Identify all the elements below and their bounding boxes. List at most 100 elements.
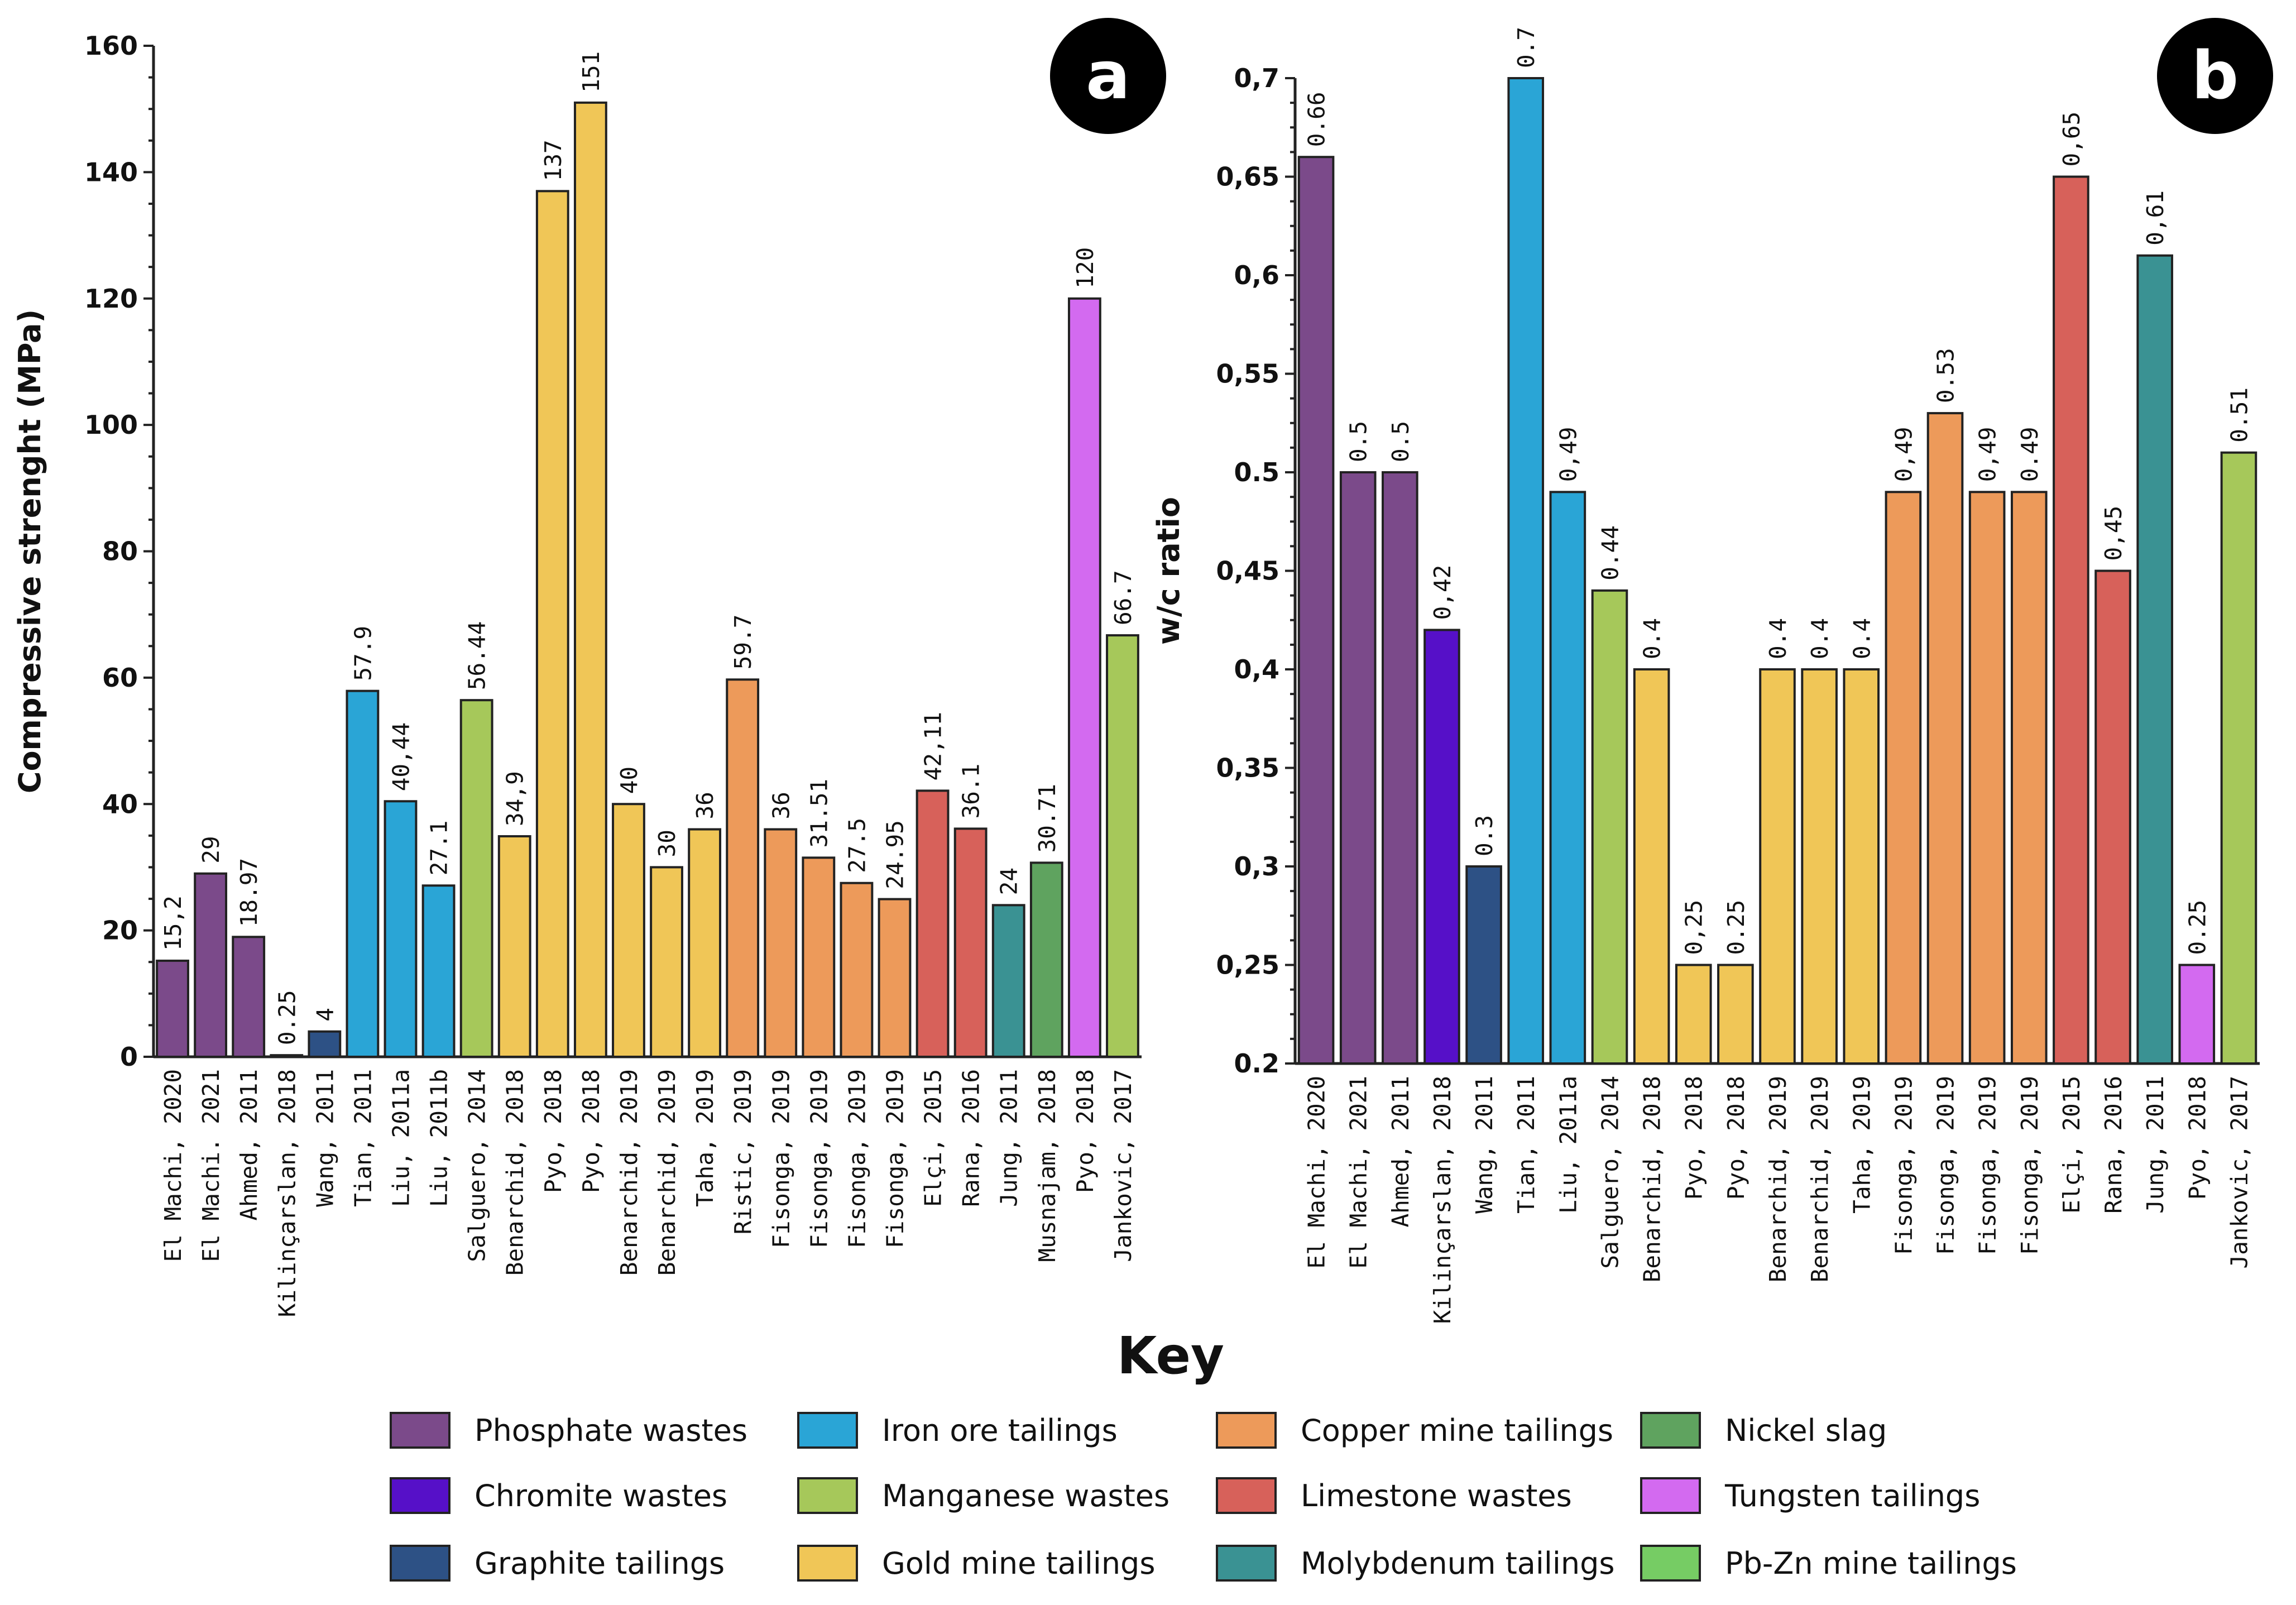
- legend-swatch: [1640, 1477, 1701, 1514]
- x-category-label: Fisonga, 2019: [1890, 1076, 1917, 1255]
- x-category-label: Salguero, 2014: [464, 1069, 491, 1262]
- bar-value-label: 0.51: [2226, 387, 2252, 443]
- bar: [1591, 589, 1628, 1065]
- bar: [308, 1030, 342, 1058]
- x-category-label: Benarchid, 2018: [502, 1069, 529, 1276]
- bar: [1885, 491, 1922, 1065]
- bar-value-label: 40,44: [388, 722, 415, 791]
- legend-swatch: [797, 1477, 858, 1514]
- x-category-label: Rana, 2016: [2100, 1076, 2127, 1214]
- bar: [1382, 471, 1418, 1065]
- bar: [1423, 629, 1460, 1065]
- bar-value-label: 0.25: [1723, 900, 1749, 955]
- y-tick-label: 60: [102, 663, 138, 693]
- bar: [1717, 964, 1754, 1065]
- bar-value-label: 0.44: [1597, 525, 1623, 581]
- bar-value-label: 34,9: [502, 771, 529, 826]
- bar: [688, 828, 722, 1058]
- panel-a-badge-letter: a: [1086, 37, 1130, 114]
- bar-value-label: 0,49: [1555, 427, 1581, 482]
- x-category-label: Fisonga, 2019: [2016, 1076, 2043, 1255]
- x-category-label: Elçi, 2015: [920, 1069, 947, 1207]
- y-tick-label: 0.5: [1234, 457, 1280, 487]
- x-category-label: Taha, 2019: [692, 1069, 718, 1207]
- bar: [270, 1054, 304, 1058]
- bar-value-label: 36: [768, 792, 794, 819]
- bar-value-label: 137: [540, 140, 567, 181]
- x-category-label: Pyo, 2018: [1072, 1069, 1099, 1193]
- bar-value-label: 0,65: [2058, 112, 2085, 167]
- bar: [650, 866, 683, 1058]
- bar-value-label: 27.5: [843, 818, 870, 873]
- x-category-label: Fisonga, 2019: [1933, 1076, 1959, 1255]
- bar-value-label: 15,2: [160, 895, 186, 951]
- y-tick-label: 0,35: [1216, 753, 1280, 783]
- y-tick-label: 120: [84, 284, 138, 314]
- legend-swatch: [797, 1412, 858, 1449]
- x-category-label: Elçi, 2015: [2058, 1076, 2085, 1214]
- x-category-label: Kilinçarslan, 2018: [274, 1069, 300, 1317]
- bar: [878, 898, 912, 1058]
- legend-item-copper: Copper mine tailings: [1216, 1412, 1613, 1449]
- x-category-label: Liu, 2011a: [388, 1069, 415, 1207]
- y-tick-label: 100: [84, 410, 138, 440]
- bar: [2053, 175, 2089, 1065]
- bar: [764, 828, 798, 1058]
- y-tick-label: 140: [84, 157, 138, 187]
- bar-value-label: 0,49: [1890, 427, 1917, 482]
- panel-b-badge-letter: b: [2192, 37, 2239, 114]
- bar-value-label: 0.4: [1765, 618, 1791, 659]
- legend-swatch: [390, 1477, 450, 1514]
- legend-item-molybdenum: Molybdenum tailings: [1216, 1545, 1615, 1582]
- x-category-label: Benarchid, 2019: [616, 1069, 643, 1276]
- x-category-label: El Machi, 2021: [1345, 1076, 1372, 1269]
- x-category-label: Salguero, 2014: [1597, 1076, 1623, 1269]
- y-tick-label: 0.2: [1234, 1048, 1280, 1079]
- bar-value-label: 0.53: [1933, 348, 1959, 403]
- x-category-label: Pyo, 2018: [578, 1069, 605, 1193]
- y-tick-label: 0,3: [1234, 851, 1280, 881]
- x-category-label: El Machi. 2021: [198, 1069, 224, 1262]
- x-category-label: Musnajam, 2018: [1034, 1069, 1061, 1262]
- bar-value-label: 36.1: [958, 764, 985, 819]
- bar: [2178, 964, 2216, 1065]
- bar-value-label: 0.4: [1806, 618, 1833, 659]
- x-category-label: Ahmed, 2011: [236, 1069, 262, 1221]
- bar-value-label: 30: [654, 830, 680, 857]
- x-category-label: Liu, 2011b: [426, 1069, 453, 1207]
- legend-label: Chromite wastes: [474, 1478, 727, 1513]
- y-tick-label: 80: [102, 536, 138, 567]
- bar: [232, 936, 266, 1058]
- x-category-label: Jankovic, 2017: [1110, 1069, 1137, 1262]
- y-axis-title: w/c ratio: [1151, 497, 1186, 645]
- legend-swatch: [797, 1545, 858, 1582]
- panel-b-badge: b: [2157, 18, 2273, 134]
- bar-value-label: 59.7: [730, 615, 756, 670]
- legend-swatch: [1216, 1477, 1277, 1514]
- bar-value-label: 31.51: [806, 779, 832, 847]
- bar-value-label: 0,49: [1974, 427, 2001, 482]
- x-category-label: Taha, 2019: [1848, 1076, 1875, 1214]
- bar: [1029, 861, 1063, 1058]
- bar-value-label: 0,45: [2100, 506, 2127, 561]
- legend: Phosphate wastes Chromite wastes Graphite …: [390, 1412, 2017, 1582]
- bar-value-label: 0,61: [2142, 190, 2169, 246]
- bar: [2220, 451, 2257, 1065]
- x-category-label: Liu, 2011a: [1555, 1076, 1581, 1214]
- legend-label: Gold mine tailings: [882, 1546, 1155, 1581]
- bar: [2010, 491, 2048, 1065]
- y-tick-label: 0,55: [1216, 359, 1280, 389]
- bar: [1926, 412, 1964, 1065]
- bar-value-label: 4: [311, 1008, 338, 1022]
- bar: [156, 959, 189, 1058]
- y-tick-label: 0: [120, 1042, 138, 1072]
- legend-item-chromite: Chromite wastes: [390, 1477, 727, 1514]
- legend-item-phosphate: Phosphate wastes: [390, 1412, 747, 1449]
- bar-value-label: 0.7: [1513, 27, 1540, 68]
- y-tick-label: 160: [84, 31, 138, 61]
- bar: [194, 872, 228, 1058]
- y-tick-label: 0,4: [1234, 654, 1280, 684]
- bar-value-label: 40: [616, 766, 643, 794]
- bar-value-label: 0.49: [2016, 427, 2043, 482]
- legend-item-manganese: Manganese wastes: [797, 1477, 1169, 1514]
